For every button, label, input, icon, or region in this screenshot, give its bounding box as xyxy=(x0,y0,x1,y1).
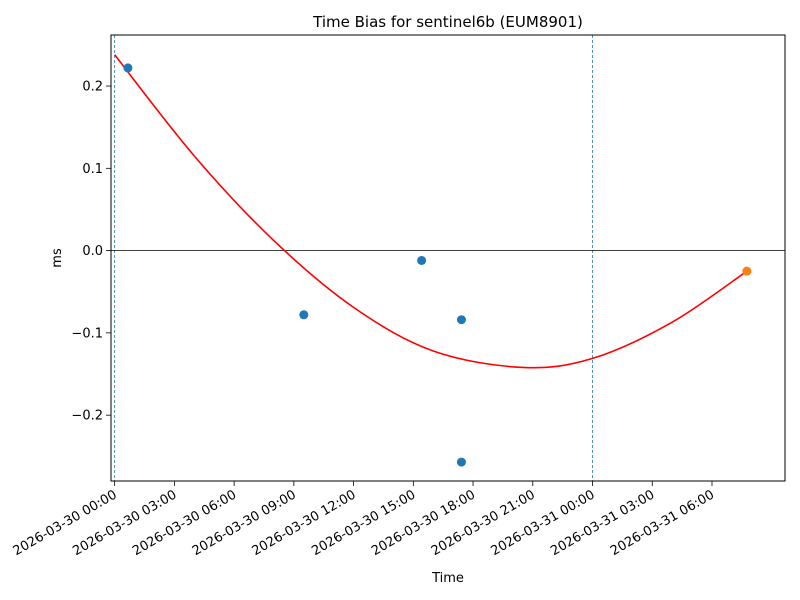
fit-curve xyxy=(114,54,748,369)
y-tick-label: 0.1 xyxy=(82,162,103,177)
x-axis-title: Time xyxy=(431,571,464,586)
y-tick-label: 0.0 xyxy=(82,244,103,259)
data-point xyxy=(456,457,466,467)
data-point xyxy=(299,310,309,320)
y-tick-label: −0.1 xyxy=(71,326,103,341)
data-point xyxy=(456,315,466,325)
fit-curve-layer xyxy=(114,54,748,369)
y-axis-title: ms xyxy=(50,248,65,268)
data-point xyxy=(417,255,427,265)
y-axis-ticks: 0.2 0.1 0.0 −0.1 −0.2 xyxy=(71,80,111,424)
y-tick-label: 0.2 xyxy=(82,80,103,95)
data-points xyxy=(123,63,752,467)
plot-frame xyxy=(110,34,786,482)
data-point xyxy=(123,63,133,73)
chart-title: Time Bias for sentinel6b (EUM8901) xyxy=(312,13,583,31)
vertical-reference-lines xyxy=(114,35,593,481)
y-tick-label: −0.2 xyxy=(71,409,103,424)
data-point xyxy=(742,266,752,276)
